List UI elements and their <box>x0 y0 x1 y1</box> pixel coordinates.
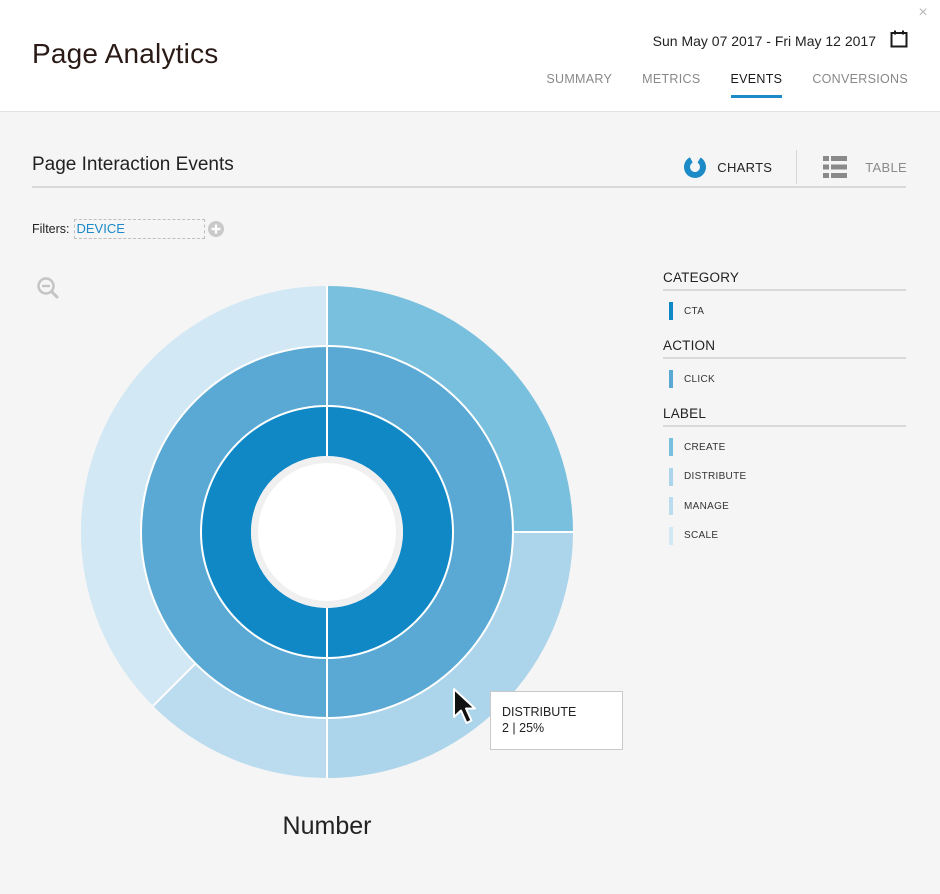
legend-group-category: CATEGORY CTA <box>663 270 906 320</box>
legend-item-label: SCALE <box>684 530 719 542</box>
view-toggle: CHARTS TABLE <box>683 150 907 184</box>
list-table-icon <box>823 156 848 178</box>
legend-swatch <box>669 526 673 545</box>
tab-summary[interactable]: SUMMARY <box>546 72 613 86</box>
toggle-divider <box>796 150 798 184</box>
legend-item-cta[interactable]: CTA <box>663 302 906 320</box>
section-title: Page Interaction Events <box>32 154 234 175</box>
charts-toggle-button[interactable]: CHARTS <box>683 155 772 179</box>
legend-item-label: DISTRIBUTE <box>684 471 747 483</box>
legend-heading: LABEL <box>663 406 906 427</box>
legend-group-action: ACTION CLICK <box>663 338 906 388</box>
tab-conversions[interactable]: CONVERSIONS <box>812 72 908 86</box>
close-icon[interactable]: × <box>918 4 928 21</box>
legend-item-label: CLICK <box>684 373 715 385</box>
sunburst-segment-create[interactable] <box>327 286 573 532</box>
tab-events[interactable]: EVENTS <box>730 72 783 98</box>
legend-item-label: CREATE <box>684 441 726 453</box>
sunburst-center <box>258 463 396 601</box>
tab-bar: SUMMARY METRICS EVENTS CONVERSIONS <box>546 72 908 98</box>
plus-circle-icon[interactable] <box>207 220 225 238</box>
segment-divider <box>152 662 197 707</box>
table-toggle-button[interactable]: TABLE <box>823 156 907 178</box>
legend: CATEGORY CTA ACTION CLICK LABEL CREATE <box>663 270 906 563</box>
legend-item-distribute[interactable]: DISTRIBUTE <box>663 467 906 486</box>
chart-tooltip: DISTRIBUTE 2 | 25% <box>490 691 623 750</box>
sunburst-segment-distribute[interactable] <box>327 532 573 778</box>
legend-item-click[interactable]: CLICK <box>663 370 906 388</box>
filter-chip-device[interactable]: DEVICE <box>73 219 205 239</box>
legend-item-create[interactable]: CREATE <box>663 438 906 456</box>
charts-toggle-label: CHARTS <box>717 159 773 175</box>
mouse-pointer-icon <box>453 688 476 724</box>
filters-bar: Filters: DEVICE <box>32 219 225 239</box>
legend-swatch <box>669 438 673 456</box>
sunburst-segment-manage[interactable] <box>153 663 327 778</box>
date-range[interactable]: Sun May 07 2017 - Fri May 12 2017 <box>652 33 876 49</box>
legend-heading: CATEGORY <box>663 270 906 291</box>
legend-swatch <box>669 467 673 486</box>
legend-heading: ACTION <box>663 338 906 359</box>
ring-divider <box>200 405 454 659</box>
header: × Page Analytics Sun May 07 2017 - Fri M… <box>0 0 940 112</box>
legend-item-manage[interactable]: MANAGE <box>663 497 906 516</box>
legend-item-label: MANAGE <box>684 500 730 512</box>
chart-caption: Number <box>282 812 372 840</box>
section-divider <box>32 186 906 188</box>
legend-swatch <box>669 497 673 516</box>
tooltip-title: DISTRIBUTE <box>502 705 577 719</box>
zoom-out-icon[interactable] <box>36 276 60 300</box>
legend-item-label: CTA <box>684 305 705 317</box>
filters-label: Filters: <box>32 222 70 236</box>
ring-divider <box>140 345 514 719</box>
legend-swatch <box>669 302 673 320</box>
donut-chart-icon <box>684 156 707 178</box>
table-toggle-label: TABLE <box>865 159 907 175</box>
tooltip-value: 2 | 25% <box>502 721 545 735</box>
page-title: Page Analytics <box>32 38 219 69</box>
tab-metrics[interactable]: METRICS <box>642 72 701 86</box>
calendar-icon[interactable] <box>890 30 908 48</box>
sunburst-segment-scale[interactable] <box>81 286 327 706</box>
legend-group-label: LABEL CREATE DISTRIBUTE MANAGE SCALE <box>663 406 906 545</box>
legend-swatch <box>669 370 673 388</box>
legend-item-scale[interactable]: SCALE <box>663 526 906 545</box>
